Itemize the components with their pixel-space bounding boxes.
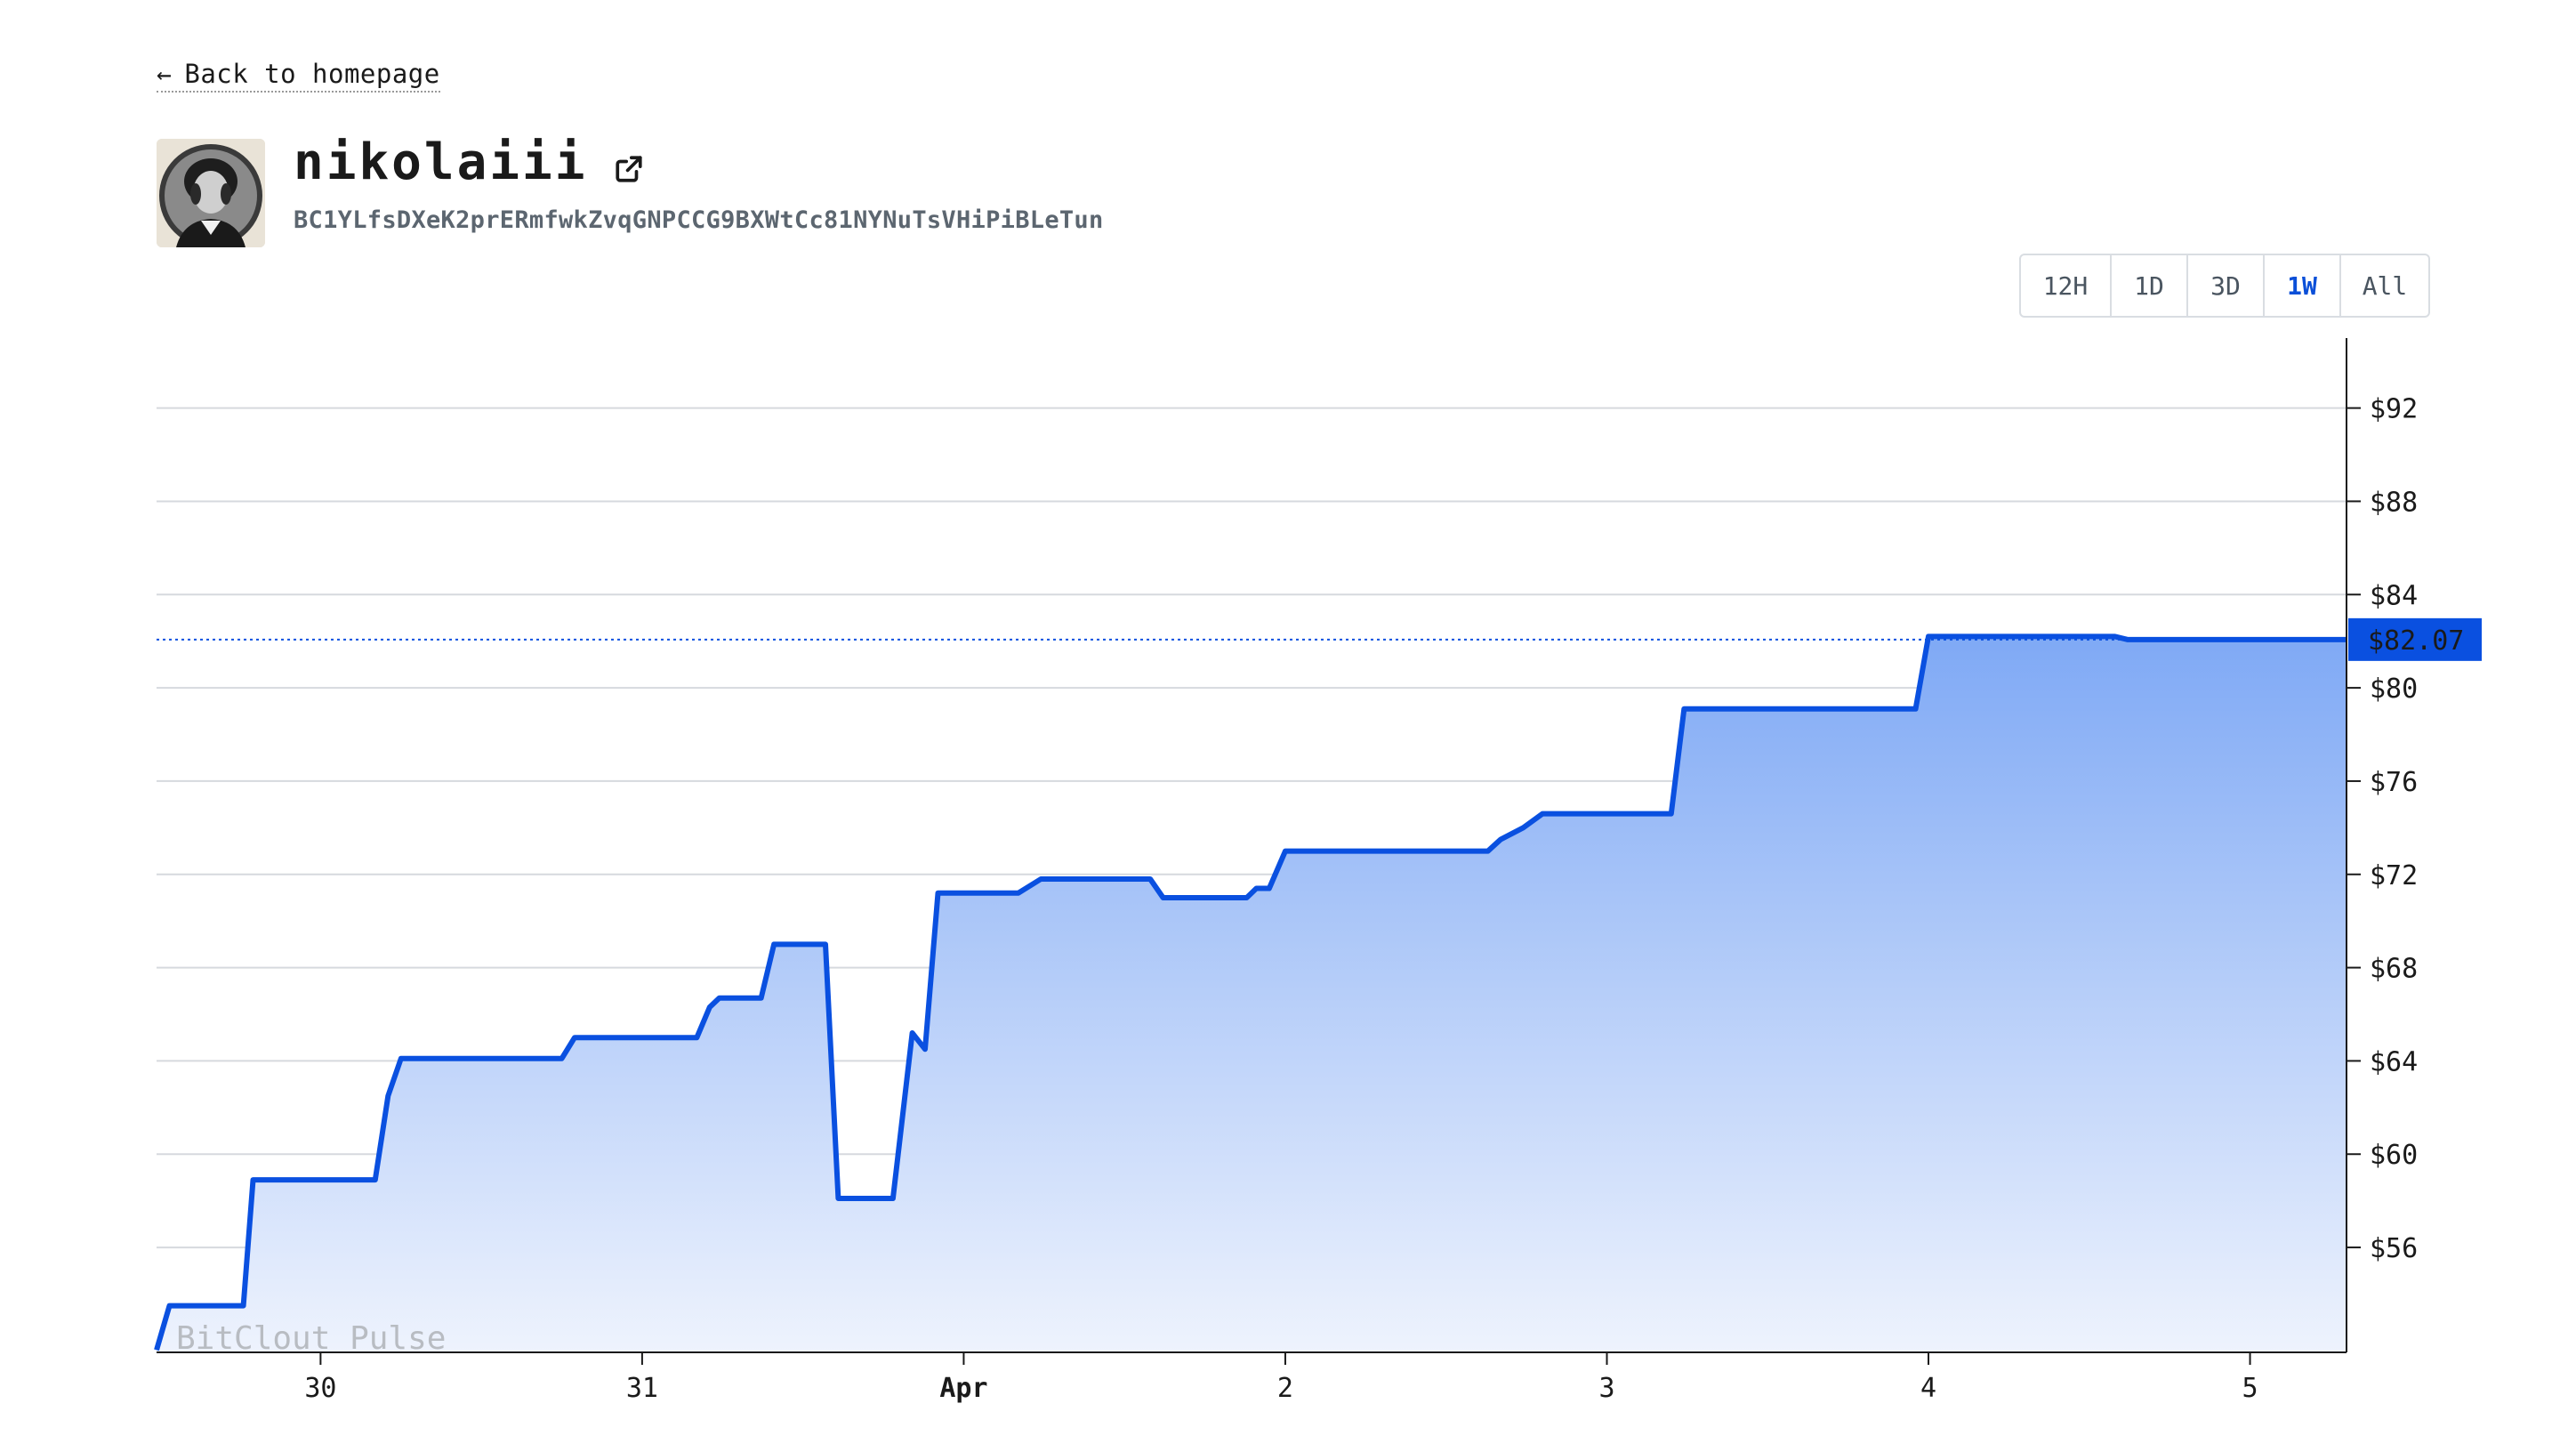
current-price-label: $82.07 <box>2368 625 2464 657</box>
range-all-button[interactable]: All <box>2362 270 2408 301</box>
x-tick-label: 5 <box>2242 1373 2258 1404</box>
range-1w-button[interactable]: 1W <box>2265 255 2341 316</box>
price-line <box>154 633 2347 1351</box>
range-1d-button[interactable]: 1D <box>2112 255 2188 316</box>
time-range-selector: 12H 1D 3D 1W All <box>2019 254 2430 318</box>
y-tick-label: $92 <box>2370 394 2418 425</box>
y-tick-label: $60 <box>2370 1140 2418 1171</box>
back-to-homepage-link[interactable]: ← Back to homepage <box>157 59 440 93</box>
y-axis-ticks: $56 $60 $64 $68 $72 $76 $80 $84 $88 $92 <box>2347 394 2418 1264</box>
x-tick-label: 3 <box>1598 1373 1614 1404</box>
y-tick-label: $76 <box>2370 767 2418 798</box>
arrow-left-icon: ← <box>157 59 173 89</box>
x-axis-ticks: 30 31 Apr 2 3 4 5 <box>304 1352 2258 1404</box>
username-row: nikolaiii <box>294 133 644 191</box>
x-tick-label: 31 <box>626 1373 658 1404</box>
y-tick-label: $64 <box>2370 1046 2418 1077</box>
x-tick-label: Apr <box>939 1373 987 1404</box>
y-tick-label: $68 <box>2370 954 2418 985</box>
price-area-fill <box>157 636 2347 1352</box>
current-price-tag: $82.07 <box>2348 617 2482 661</box>
back-link-label: Back to homepage <box>184 59 440 89</box>
public-key: BC1YLfsDXeK2prERmfwkZvqGNPCCG9BXWtCc81NY… <box>294 206 1104 234</box>
y-tick-label: $84 <box>2370 580 2418 611</box>
y-tick-label: $80 <box>2370 674 2418 705</box>
x-tick-label: 2 <box>1277 1373 1293 1404</box>
y-tick-label: $56 <box>2370 1233 2418 1264</box>
y-tick-label: $72 <box>2370 860 2418 891</box>
watermark: BitClout Pulse <box>176 1320 446 1357</box>
external-link-icon[interactable] <box>614 154 644 184</box>
current-price-tag-bg <box>2348 617 2482 661</box>
y-tick-label: $88 <box>2370 487 2418 518</box>
username: nikolaiii <box>294 133 588 191</box>
x-tick-label: 4 <box>1920 1373 1936 1404</box>
range-12h-button[interactable]: 12H <box>2021 255 2112 316</box>
avatar <box>157 139 265 247</box>
x-tick-label: 30 <box>304 1373 336 1404</box>
range-3d-button[interactable]: 3D <box>2188 255 2265 316</box>
portrait-avatar-icon <box>157 139 265 247</box>
